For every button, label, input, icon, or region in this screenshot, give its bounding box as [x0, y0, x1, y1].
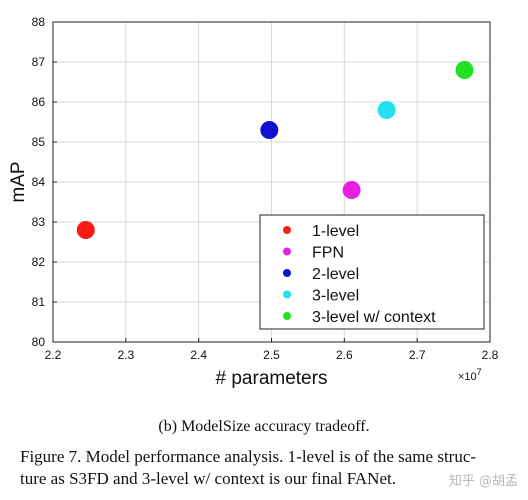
legend-label: FPN — [312, 245, 344, 262]
scatter-chart: 2.2 2.3 2.4 2.5 2.6 2.7 2.8808182838485868788 … — [8, 15, 499, 389]
legend-label: 3-level — [312, 288, 359, 305]
x-axis-exponent-power: 7 — [477, 367, 482, 377]
legend-marker — [283, 312, 291, 320]
figure-caption-line-1: Figure 7. Model performance analysis. 1-… — [20, 447, 477, 466]
legend-marker — [283, 247, 291, 256]
y-tick-label: 87 — [32, 55, 46, 69]
data-point-fpn — [342, 181, 361, 199]
x-axis-label: # parameters — [216, 368, 328, 389]
legend-marker — [283, 290, 291, 299]
legend-label: 3-level w/ context — [312, 309, 436, 326]
y-tick-label: 81 — [32, 295, 46, 309]
figure-caption-line-2: ture as S3FD and 3-level w/ context is o… — [20, 469, 396, 488]
data-point-1-level — [76, 221, 95, 239]
legend-label: 1-level — [312, 223, 359, 240]
axis-ticks: 2.2 2.3 2.4 2.5 2.6 2.7 2.8 80 81 82 83 84 85 86 87 88 — [32, 15, 499, 362]
legend-box — [259, 214, 485, 330]
data-point-3-level — [377, 101, 396, 119]
legend-marker — [283, 226, 291, 234]
x-axis-exponent-base: ×10 — [458, 371, 477, 383]
y-tick-label: 88 — [32, 15, 46, 29]
x-tick-label: 2.5 — [263, 348, 280, 362]
y-axis-label: mAP — [8, 161, 29, 202]
y-tick-label: 86 — [32, 95, 46, 109]
legend-label: 2-level — [312, 266, 359, 283]
legend-marker — [283, 269, 291, 277]
y-tick-label: 80 — [32, 335, 46, 349]
subfigure-caption: (b) ModelSize accuracy tradeoff. — [158, 418, 370, 435]
x-axis-exponent: ×107 — [458, 367, 482, 383]
x-tick-label: 2.7 — [409, 348, 426, 362]
x-tick-label: 2.8 — [482, 348, 499, 362]
data-point-3-level-w-context — [455, 61, 474, 79]
x-tick-label: 2.3 — [117, 348, 134, 362]
legend: 1-level FPN 2-level 3-level 3-level w/ conte… — [259, 214, 485, 330]
y-tick-label: 84 — [32, 175, 46, 189]
figure-caption: Figure 7. Model performance analysis. 1-… — [20, 446, 520, 490]
watermark: 知乎 @胡孟 — [448, 474, 518, 489]
y-tick-label: 83 — [32, 215, 46, 229]
x-tick-label: 2.6 — [336, 348, 353, 362]
data-point-2-level — [260, 121, 279, 139]
y-tick-label: 82 — [32, 255, 46, 269]
x-tick-label: 2.2 — [45, 348, 62, 362]
y-tick-label: 85 — [32, 135, 46, 149]
x-tick-label: 2.4 — [190, 348, 207, 362]
data-points — [76, 61, 474, 239]
